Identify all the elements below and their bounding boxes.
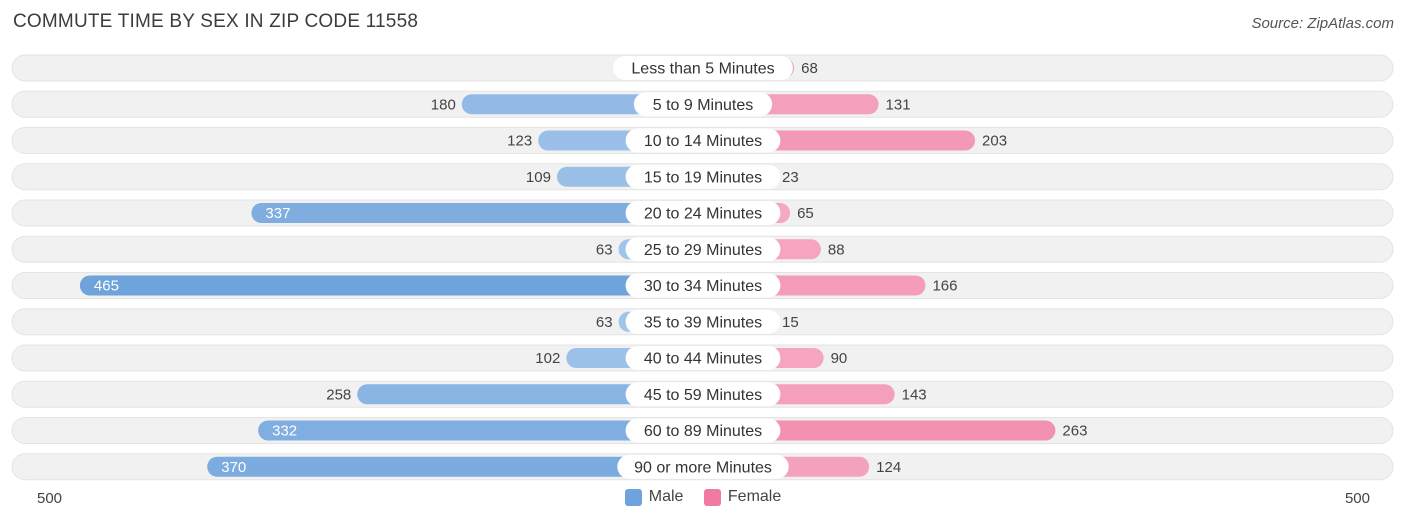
category-label: 10 to 14 Minutes xyxy=(644,133,762,150)
category-pill xyxy=(625,382,781,407)
male-value-label: 123 xyxy=(507,133,532,150)
male-value-label: 63 xyxy=(596,314,613,331)
female-value-label: 23 xyxy=(782,169,799,186)
legend: Male Female xyxy=(0,488,1406,511)
male-value-label: 102 xyxy=(535,350,560,367)
male-bar xyxy=(258,420,713,441)
category-pill xyxy=(625,237,781,262)
female-value-label: 143 xyxy=(902,386,927,403)
male-bar xyxy=(79,275,713,296)
male-value-label: 465 xyxy=(94,278,119,295)
category-label: 5 to 9 Minutes xyxy=(653,97,754,114)
female-value-label: 203 xyxy=(982,133,1007,150)
legend-female-label: Female xyxy=(727,488,782,505)
category-pill xyxy=(617,454,789,479)
category-pill xyxy=(613,56,793,80)
male-bar xyxy=(207,456,713,477)
female-value-label: 90 xyxy=(831,350,848,367)
category-pill xyxy=(625,128,781,153)
category-label: 35 to 39 Minutes xyxy=(644,314,762,331)
category-pill xyxy=(625,201,781,225)
source-label: Source: ZipAtlas.com xyxy=(1251,15,1394,32)
female-value-label: 15 xyxy=(782,314,799,331)
female-value-label: 166 xyxy=(932,278,957,295)
legend-item-male: Male xyxy=(624,488,684,506)
female-value-label: 65 xyxy=(797,205,814,222)
legend-male-label: Male xyxy=(648,488,684,505)
category-label: 40 to 44 Minutes xyxy=(644,351,762,368)
category-pill xyxy=(625,346,781,370)
male-value-label: 337 xyxy=(265,205,290,222)
chart-title: COMMUTE TIME BY SEX IN ZIP CODE 11558 xyxy=(13,11,419,32)
category-label: 45 to 59 Minutes xyxy=(644,387,762,404)
male-swatch-icon xyxy=(624,488,642,506)
axis-left-label: 500 xyxy=(37,490,63,507)
legend-item-female: Female xyxy=(703,488,782,506)
female-value-label: 68 xyxy=(801,60,818,77)
male-bar xyxy=(251,203,714,223)
female-swatch-icon xyxy=(703,488,721,506)
category-pill xyxy=(633,92,773,117)
category-pill xyxy=(625,309,781,334)
female-value-label: 124 xyxy=(876,459,901,476)
male-value-label: 370 xyxy=(221,459,246,476)
male-value-label: 63 xyxy=(596,241,613,258)
category-pill xyxy=(625,164,781,189)
category-label: 25 to 29 Minutes xyxy=(644,242,762,259)
male-value-label: 258 xyxy=(326,386,351,403)
category-label: 60 to 89 Minutes xyxy=(644,423,762,440)
female-value-label: 88 xyxy=(828,241,845,258)
female-value-label: 263 xyxy=(1062,423,1087,440)
category-label: 90 or more Minutes xyxy=(634,459,772,476)
category-label: 15 to 19 Minutes xyxy=(644,169,762,186)
male-value-label: 180 xyxy=(431,96,456,113)
category-label: 30 to 34 Minutes xyxy=(644,278,762,295)
axis-right-label: 500 xyxy=(1344,490,1370,507)
category-pill xyxy=(625,418,781,443)
category-label: Less than 5 Minutes xyxy=(631,61,774,78)
category-label: 20 to 24 Minutes xyxy=(644,206,762,223)
male-value-label: 332 xyxy=(272,423,297,440)
female-bar xyxy=(693,420,1056,441)
female-value-label: 131 xyxy=(886,96,911,113)
male-bar xyxy=(357,384,713,405)
male-value-label: 109 xyxy=(526,169,551,186)
category-pill xyxy=(625,273,781,298)
